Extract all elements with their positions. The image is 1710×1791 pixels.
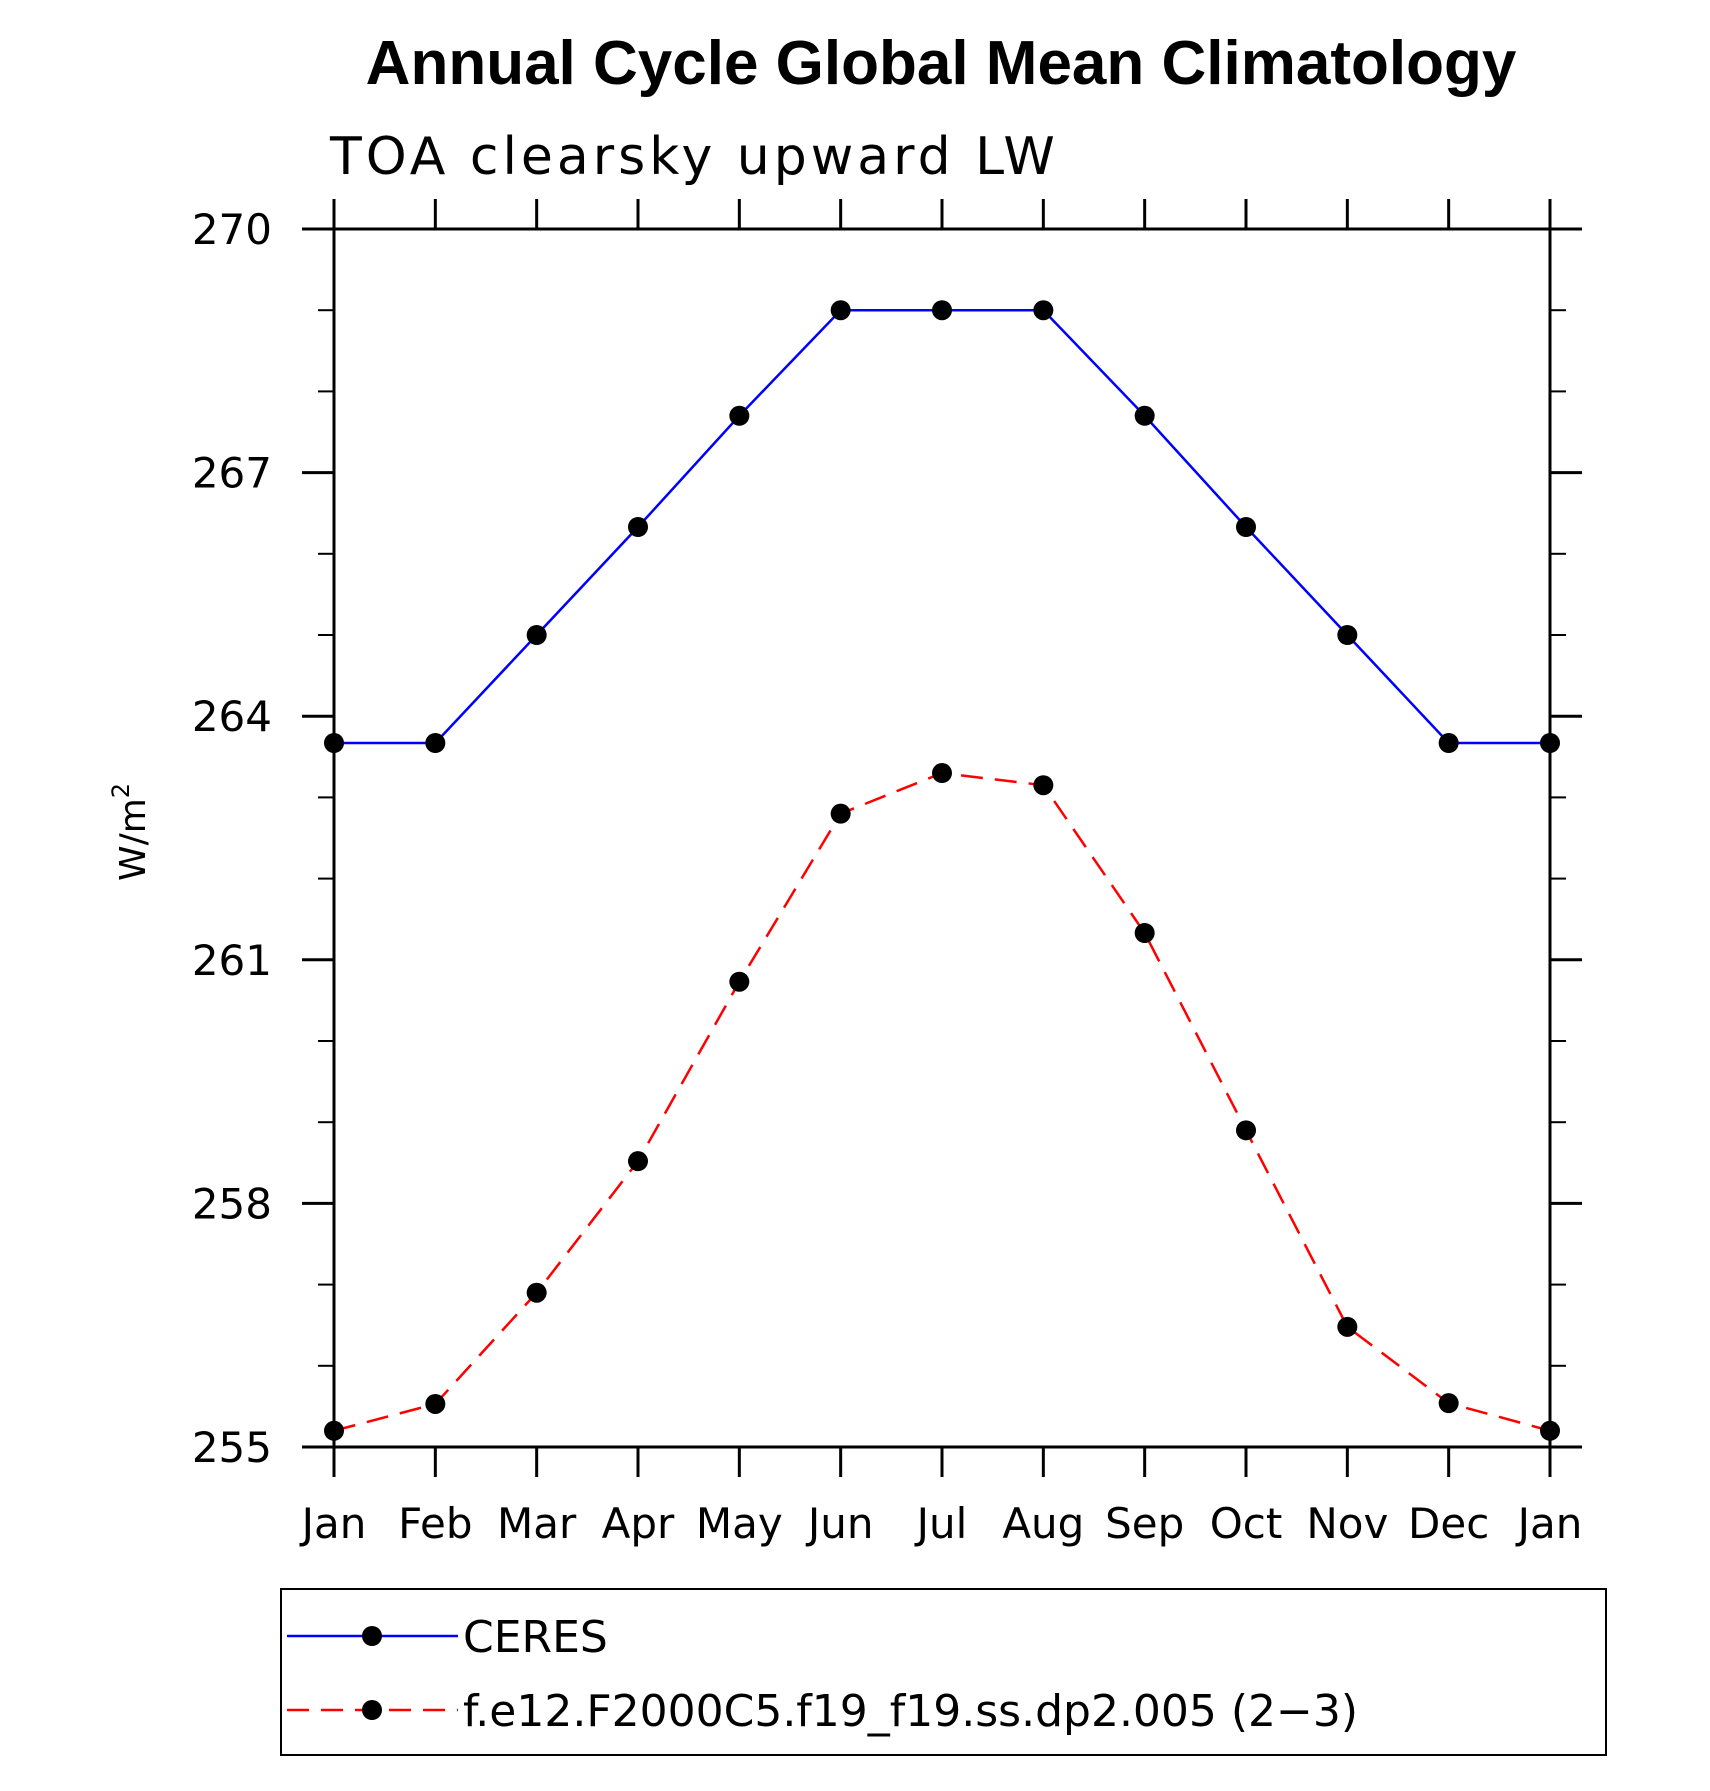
x-tick-label: Apr [602,1499,675,1548]
axis-ticks [302,199,1582,1477]
series-line-1 [333,771,1551,1432]
series-line-0 [334,308,1550,745]
x-tick-label: May [696,1499,783,1548]
series-layer [324,300,1560,1441]
y-tick-label: 258 [192,1179,272,1228]
x-tick-label: Jun [805,1499,874,1548]
series-0-point [1438,732,1459,753]
y-axis-label: W/m2 [107,783,154,881]
series-1-point [425,1393,446,1414]
series-0-point [1540,732,1560,753]
x-tick-label: Mar [497,1499,577,1548]
x-tick-label: Aug [1002,1499,1084,1548]
series-1-point [729,971,750,992]
svg-text:W/m2: W/m2 [107,783,154,881]
y-tick-label: 264 [192,692,272,741]
x-tick-label: Sep [1105,1499,1184,1548]
x-tick-label: Nov [1306,1499,1388,1548]
series-0-point [1337,625,1358,645]
y-tick-label: 270 [192,205,272,254]
series-1-point [526,1282,547,1303]
series-0-point [932,300,952,321]
chart-subtitle: TOA clearsky upward LW [329,127,1059,187]
series-0-point [324,732,344,753]
legend-marker-1 [362,1700,382,1720]
series-0-point [526,625,547,645]
y-axis-label-superscript: 2 [107,783,135,798]
y-axis-label-base: W/m [113,798,154,881]
x-tick-label: Jan [299,1499,367,1548]
x-tick-label: Jan [1515,1499,1583,1548]
x-tick-label: Dec [1408,1499,1489,1548]
series-1-point [1033,775,1054,796]
legend-label-1: f.e12.F2000C5.f19_f19.ss.dp2.005 (2−3) [463,1686,1358,1737]
legend: CERES f.e12.F2000C5.f19_f19.ss.dp2.005 (2… [280,1588,1607,1756]
y-tick-label: 267 [192,449,272,498]
legend-label-0: CERES [463,1612,608,1663]
plot-frame [332,227,1552,1449]
legend-box [280,1588,1607,1756]
series-1-point [830,803,851,824]
x-tick-label: Oct [1210,1499,1283,1548]
series-0-point [628,517,648,538]
series-1-point [1236,1120,1256,1141]
y-tick-label: 261 [192,936,272,985]
chart-title: Annual Cycle Global Mean Climatology [366,29,1517,98]
series-1-point [1438,1393,1459,1414]
x-tick-label: Feb [398,1499,472,1548]
x-tick-label: Jul [914,1499,968,1548]
series-0-point [1033,300,1054,321]
series-1-point [1134,923,1155,944]
legend-marker-0 [362,1626,382,1646]
series-1-point [628,1151,648,1172]
series-1-point [1540,1420,1560,1441]
series-1-point [324,1420,344,1441]
series-0-point [729,405,750,426]
series-0-point [425,732,446,753]
series-0-point [1236,517,1256,538]
series-1-point [932,763,952,784]
y-tick-label: 255 [192,1423,272,1472]
series-0-point [1134,405,1155,426]
series-1-point [1337,1316,1358,1337]
series-0-point [830,300,851,321]
axis-tick-labels: 255 258 261 264 267 270 Jan Feb Mar Apr May Jun Jul A… [192,205,1583,1548]
